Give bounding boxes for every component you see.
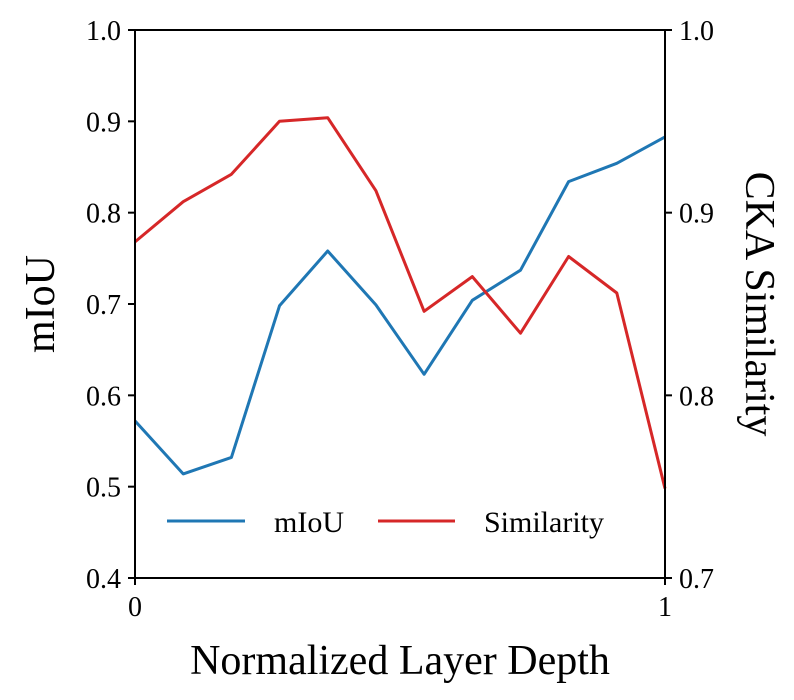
right-tick-label: 0.7 xyxy=(679,564,714,595)
series-line-similarity xyxy=(134,116,667,489)
series-layer xyxy=(133,116,667,489)
right-y-axis-title: CKA Similarity xyxy=(736,172,782,437)
series-line-miou xyxy=(133,135,666,476)
right-y-axis: 0.7 0.8 0.9 1.0 xyxy=(665,16,714,595)
legend-label-similarity: Similarity xyxy=(484,506,604,539)
left-tick-label: 0.6 xyxy=(86,381,121,412)
left-tick-label: 0.5 xyxy=(86,473,121,504)
x-tick-label: 1 xyxy=(658,592,672,623)
left-tick-label: 0.9 xyxy=(86,107,121,138)
left-y-axis: 0.4 0.5 0.6 0.7 0.8 0.9 1.0 xyxy=(86,16,135,595)
legend-label-miou: mIoU xyxy=(274,506,344,539)
left-tick-label: 0.7 xyxy=(86,290,121,321)
x-tick-label: 0 xyxy=(128,592,142,623)
right-tick-label: 0.8 xyxy=(679,381,714,412)
right-tick-label: 1.0 xyxy=(679,16,714,47)
plot-frame xyxy=(134,29,666,579)
left-tick-label: 0.8 xyxy=(86,199,121,230)
left-y-axis-title: mIoU xyxy=(18,255,64,353)
legend: mIoU Similarity xyxy=(167,506,604,539)
left-tick-label: 1.0 xyxy=(86,16,121,47)
right-tick-label: 0.9 xyxy=(679,199,714,230)
left-tick-label: 0.4 xyxy=(86,564,121,595)
x-axis-title: Normalized Layer Depth xyxy=(190,638,610,684)
